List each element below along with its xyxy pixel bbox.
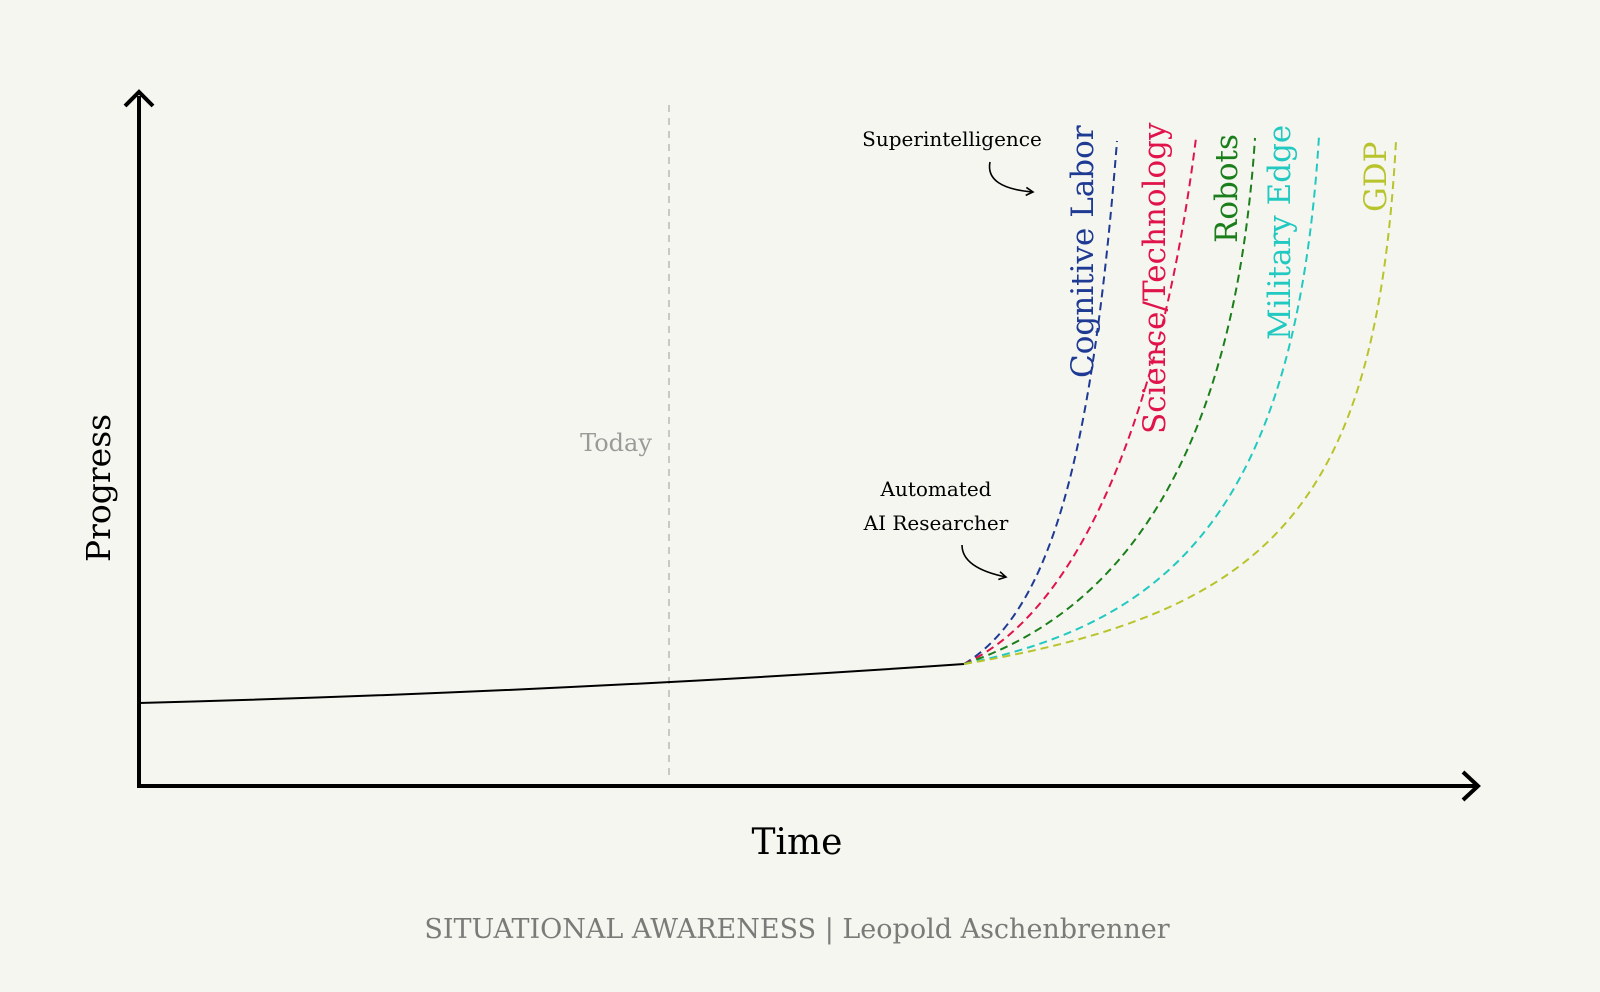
today-label: Today (580, 429, 652, 457)
trend-line (138, 663, 965, 704)
series-label-cognitive-labor: Cognitive Labor (1065, 125, 1101, 378)
series-label-military-edge: Military Edge (1262, 125, 1298, 340)
x-axis-arrowhead (1461, 770, 1481, 802)
x-axis-label: Time (752, 822, 843, 863)
automated-label-line1: Automated (880, 477, 992, 501)
series-line-robots (963, 137, 1256, 665)
superintelligence-arrow (988, 161, 1035, 197)
series-label-gdp: GDP (1358, 142, 1394, 212)
automated-arrow (961, 544, 1008, 581)
superintelligence-label: Superintelligence (862, 127, 1042, 151)
y-axis-arrowhead (123, 89, 155, 108)
series-line-gdp (963, 140, 1397, 665)
y-axis-label: Progress (79, 414, 118, 562)
series-line-science-technology (963, 137, 1197, 665)
series-line-military-edge (963, 135, 1320, 665)
series-line-cognitive-labor (963, 140, 1118, 665)
automated-label-line2: AI Researcher (863, 511, 1009, 535)
series-label-science-technology: Science/Technology (1137, 122, 1173, 434)
series-label-robots: Robots (1209, 134, 1245, 243)
footer-credit: SITUATIONAL AWARENESS | Leopold Aschenbr… (424, 914, 1169, 945)
